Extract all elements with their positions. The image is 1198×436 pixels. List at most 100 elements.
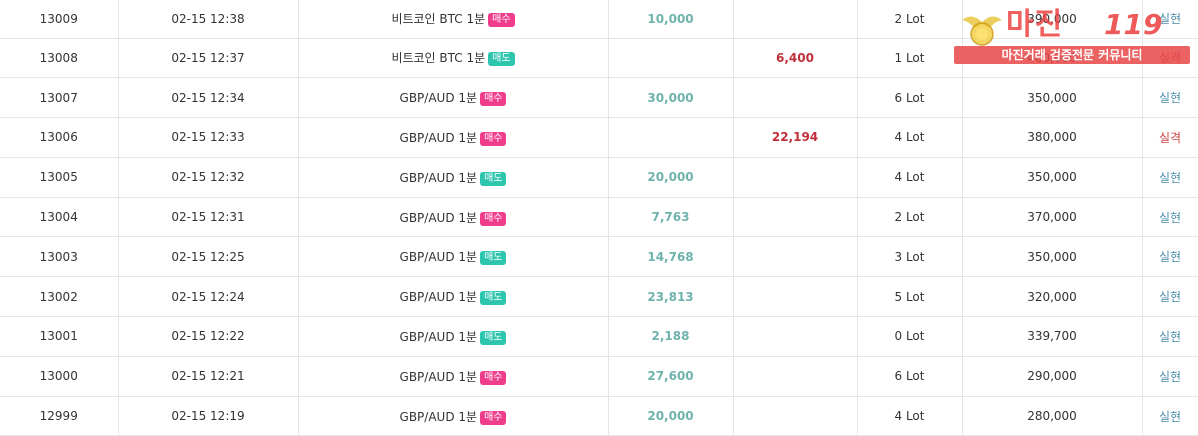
- trade-amount: 370,000: [962, 197, 1143, 238]
- trade-time: 02-15 12:33: [118, 117, 299, 158]
- trade-time: 02-15 12:24: [118, 276, 299, 318]
- product-name: GBP/AUD 1분: [399, 329, 478, 344]
- trade-lot: 4 Lot: [857, 117, 963, 158]
- product-name: GBP/AUD 1분: [399, 290, 478, 305]
- trade-id: 13004: [0, 197, 119, 238]
- trade-amount: 320,000: [962, 276, 1143, 318]
- trade-result: 실현: [1142, 157, 1198, 198]
- table-row: 13009 02-15 12:38 비트코인 BTC 1분 매수 10,000 2…: [0, 0, 1198, 39]
- product-name: GBP/AUD 1분: [399, 210, 478, 225]
- trade-lot: 2 Lot: [857, 197, 963, 238]
- table-row: 13004 02-15 12:31 GBP/AUD 1분 매수 7,763 2 L…: [0, 197, 1198, 238]
- trade-product: GBP/AUD 1분 매도: [298, 157, 609, 198]
- trade-product: GBP/AUD 1분 매도: [298, 316, 609, 357]
- trade-time: 02-15 12:22: [118, 316, 299, 357]
- trade-lot: 4 Lot: [857, 396, 963, 436]
- trade-lot: 1 Lot: [857, 38, 963, 79]
- product-name: GBP/AUD 1분: [399, 409, 478, 424]
- side-badge: 매도: [480, 251, 507, 266]
- trade-id: 13007: [0, 77, 119, 119]
- trade-amount: 350,000: [962, 157, 1143, 198]
- product-name: 비트코인 BTC 1분: [391, 12, 486, 27]
- trade-gain: 30,000: [608, 77, 734, 119]
- table-row: 13001 02-15 12:22 GBP/AUD 1분 매도 2,188 0 L…: [0, 316, 1198, 357]
- trade-result: 실현: [1142, 396, 1198, 436]
- side-badge: 매수: [480, 131, 507, 146]
- trade-product: GBP/AUD 1분 매수: [298, 197, 609, 238]
- table-row: 13008 02-15 12:37 비트코인 BTC 1분 매도 6,400 1 …: [0, 38, 1198, 79]
- trade-loss: [733, 197, 858, 238]
- table-row: 13005 02-15 12:32 GBP/AUD 1분 매도 20,000 4 …: [0, 157, 1198, 198]
- table-row: 13002 02-15 12:24 GBP/AUD 1분 매도 23,813 5 …: [0, 276, 1198, 318]
- side-badge: 매도: [488, 52, 515, 67]
- trade-product: GBP/AUD 1분 매수: [298, 396, 609, 436]
- trade-id: 13003: [0, 236, 119, 278]
- trade-amount: 290,000: [962, 356, 1143, 397]
- trade-loss: [733, 356, 858, 397]
- trade-time: 02-15 12:34: [118, 77, 299, 119]
- trade-time: 02-15 12:25: [118, 236, 299, 278]
- trade-amount: 400,000: [962, 38, 1143, 79]
- trade-product: GBP/AUD 1분 매도: [298, 276, 609, 318]
- product-name: 비트코인 BTC 1분: [391, 51, 486, 66]
- trade-gain: 20,000: [608, 396, 734, 436]
- side-badge: 매수: [480, 92, 507, 107]
- product-name: GBP/AUD 1분: [399, 170, 478, 185]
- trade-product: 비트코인 BTC 1분 매수: [298, 0, 609, 39]
- trade-result: 실현: [1142, 197, 1198, 238]
- trade-gain: [608, 38, 734, 79]
- trade-amount: 280,000: [962, 396, 1143, 436]
- trade-id: 12999: [0, 396, 119, 436]
- trade-result: 실현: [1142, 276, 1198, 318]
- trade-gain: 27,600: [608, 356, 734, 397]
- table-row: 13007 02-15 12:34 GBP/AUD 1분 매수 30,000 6 …: [0, 77, 1198, 119]
- trade-loss: [733, 77, 858, 119]
- trade-id: 13001: [0, 316, 119, 357]
- trade-result: 실격: [1142, 38, 1198, 79]
- trade-amount: 350,000: [962, 236, 1143, 278]
- trade-lot: 2 Lot: [857, 0, 963, 39]
- product-name: GBP/AUD 1분: [399, 369, 478, 384]
- trade-time: 02-15 12:21: [118, 356, 299, 397]
- trade-result: 실현: [1142, 236, 1198, 278]
- trade-result: 실격: [1142, 117, 1198, 158]
- side-badge: 매수: [488, 13, 515, 28]
- trade-product: 비트코인 BTC 1분 매도: [298, 38, 609, 79]
- trade-result: 실현: [1142, 77, 1198, 119]
- trade-result: 실현: [1142, 356, 1198, 397]
- trade-gain: 2,188: [608, 316, 734, 357]
- trade-loss: [733, 276, 858, 318]
- trade-time: 02-15 12:32: [118, 157, 299, 198]
- trade-id: 13002: [0, 276, 119, 318]
- trade-product: GBP/AUD 1분 매수: [298, 356, 609, 397]
- trade-gain: 7,763: [608, 197, 734, 238]
- side-badge: 매수: [480, 211, 507, 226]
- trade-gain: 20,000: [608, 157, 734, 198]
- trade-lot: 3 Lot: [857, 236, 963, 278]
- trade-id: 13005: [0, 157, 119, 198]
- trade-id: 13008: [0, 38, 119, 79]
- product-name: GBP/AUD 1분: [399, 250, 478, 265]
- trade-time: 02-15 12:37: [118, 38, 299, 79]
- trade-product: GBP/AUD 1분 매수: [298, 77, 609, 119]
- side-badge: 매수: [480, 410, 507, 425]
- product-name: GBP/AUD 1분: [399, 130, 478, 145]
- trade-lot: 4 Lot: [857, 157, 963, 198]
- trade-loss: [733, 316, 858, 357]
- trade-amount: 390,000: [962, 0, 1143, 39]
- product-name: GBP/AUD 1분: [399, 91, 478, 106]
- trade-amount: 380,000: [962, 117, 1143, 158]
- table-row: 13000 02-15 12:21 GBP/AUD 1분 매수 27,600 6 …: [0, 356, 1198, 397]
- trade-time: 02-15 12:31: [118, 197, 299, 238]
- trade-loss: [733, 236, 858, 278]
- trade-gain: 10,000: [608, 0, 734, 39]
- trade-result: 실현: [1142, 316, 1198, 357]
- trade-lot: 5 Lot: [857, 276, 963, 318]
- trade-time: 02-15 12:38: [118, 0, 299, 39]
- side-badge: 매수: [480, 370, 507, 385]
- trade-product: GBP/AUD 1분 매도: [298, 236, 609, 278]
- table-row: 12999 02-15 12:19 GBP/AUD 1분 매수 20,000 4 …: [0, 396, 1198, 436]
- trade-loss: [733, 396, 858, 436]
